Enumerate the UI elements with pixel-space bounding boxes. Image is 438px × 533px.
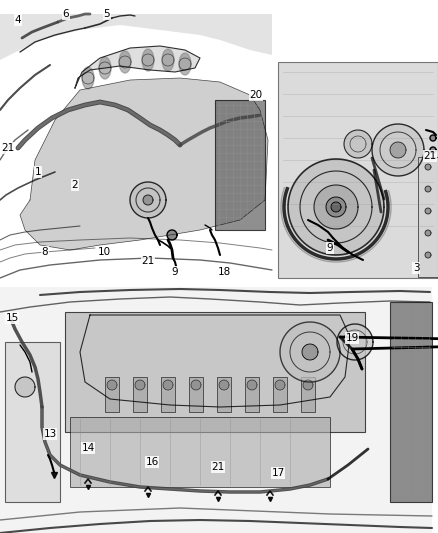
Polygon shape — [135, 380, 145, 390]
Polygon shape — [372, 124, 424, 176]
Text: 21: 21 — [424, 151, 437, 161]
Polygon shape — [219, 380, 229, 390]
Text: 5: 5 — [104, 9, 110, 19]
Text: 6: 6 — [63, 9, 69, 19]
Bar — [217, 377, 231, 412]
Polygon shape — [425, 252, 431, 258]
Text: 9: 9 — [172, 267, 178, 277]
Text: 14: 14 — [81, 443, 95, 453]
Polygon shape — [191, 380, 201, 390]
Ellipse shape — [179, 53, 191, 75]
Bar — [105, 377, 119, 412]
Polygon shape — [390, 142, 406, 158]
Polygon shape — [344, 130, 372, 158]
Text: 13: 13 — [43, 429, 57, 439]
Text: 21: 21 — [1, 143, 14, 153]
Bar — [273, 377, 287, 412]
Text: 3: 3 — [413, 263, 419, 273]
Bar — [161, 377, 175, 412]
Polygon shape — [75, 46, 200, 88]
Polygon shape — [143, 195, 153, 205]
Polygon shape — [425, 186, 431, 192]
Bar — [245, 377, 259, 412]
Bar — [133, 377, 147, 412]
Bar — [65, 312, 365, 432]
Polygon shape — [302, 344, 318, 360]
Polygon shape — [326, 197, 346, 217]
Text: 19: 19 — [346, 333, 359, 343]
Text: 20: 20 — [249, 90, 262, 100]
Polygon shape — [425, 230, 431, 236]
Bar — [0, 287, 432, 533]
Text: 4: 4 — [15, 15, 21, 25]
Polygon shape — [247, 380, 257, 390]
Bar — [215, 100, 265, 230]
Polygon shape — [331, 202, 341, 212]
Polygon shape — [0, 14, 272, 60]
Polygon shape — [430, 135, 436, 141]
Bar — [418, 157, 438, 277]
Bar — [278, 62, 438, 278]
Polygon shape — [163, 380, 173, 390]
Polygon shape — [303, 380, 313, 390]
Polygon shape — [430, 147, 436, 153]
Polygon shape — [425, 164, 431, 170]
Bar — [70, 417, 330, 487]
Polygon shape — [15, 377, 35, 397]
Text: 21: 21 — [141, 256, 155, 266]
Ellipse shape — [142, 49, 154, 71]
Text: 1: 1 — [35, 167, 41, 177]
Polygon shape — [130, 182, 166, 218]
Polygon shape — [280, 322, 340, 382]
Text: 21: 21 — [212, 462, 225, 472]
Ellipse shape — [99, 57, 111, 79]
Text: 10: 10 — [97, 247, 110, 257]
Polygon shape — [288, 159, 384, 255]
Ellipse shape — [162, 49, 174, 71]
Bar — [390, 302, 432, 502]
Text: 8: 8 — [42, 247, 48, 257]
Bar — [5, 342, 60, 502]
Ellipse shape — [82, 67, 94, 89]
Text: 18: 18 — [217, 267, 231, 277]
Polygon shape — [167, 230, 177, 240]
Polygon shape — [337, 324, 373, 360]
Text: 16: 16 — [145, 457, 159, 467]
Text: 9: 9 — [327, 243, 333, 253]
Polygon shape — [20, 78, 268, 250]
Text: 15: 15 — [5, 313, 19, 323]
Polygon shape — [80, 315, 350, 407]
Polygon shape — [314, 185, 358, 229]
Text: 17: 17 — [272, 468, 285, 478]
Ellipse shape — [119, 51, 131, 73]
Bar — [301, 377, 315, 412]
Polygon shape — [425, 208, 431, 214]
Text: 2: 2 — [72, 180, 78, 190]
Polygon shape — [107, 380, 117, 390]
Bar — [189, 377, 203, 412]
Polygon shape — [275, 380, 285, 390]
